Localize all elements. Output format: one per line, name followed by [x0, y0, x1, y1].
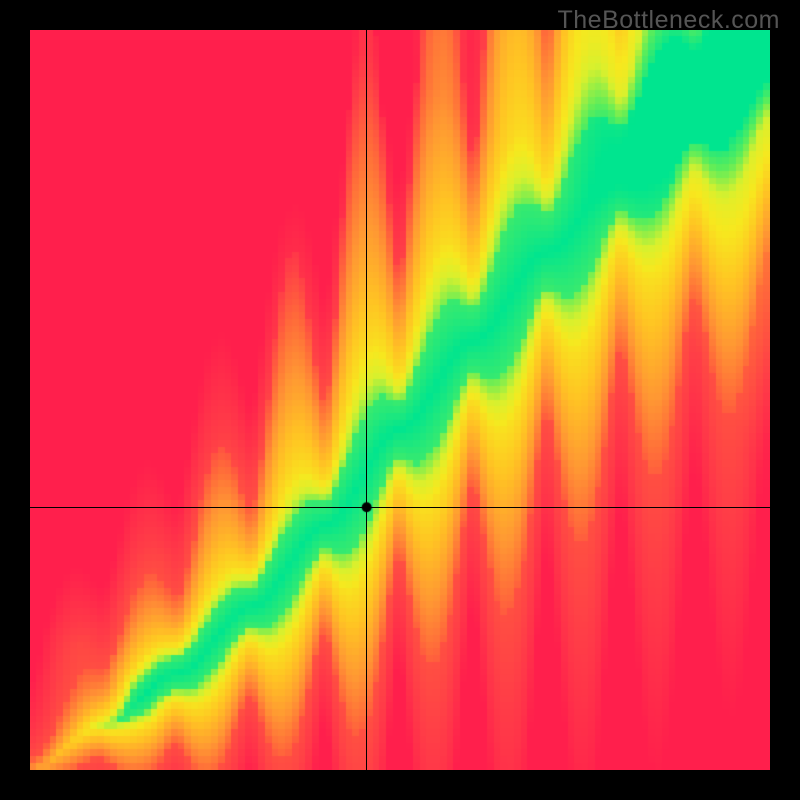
bottleneck-heatmap — [30, 30, 770, 770]
watermark-text: TheBottleneck.com — [558, 6, 781, 35]
crosshair-horizontal — [30, 507, 770, 508]
crosshair-vertical — [366, 30, 367, 770]
